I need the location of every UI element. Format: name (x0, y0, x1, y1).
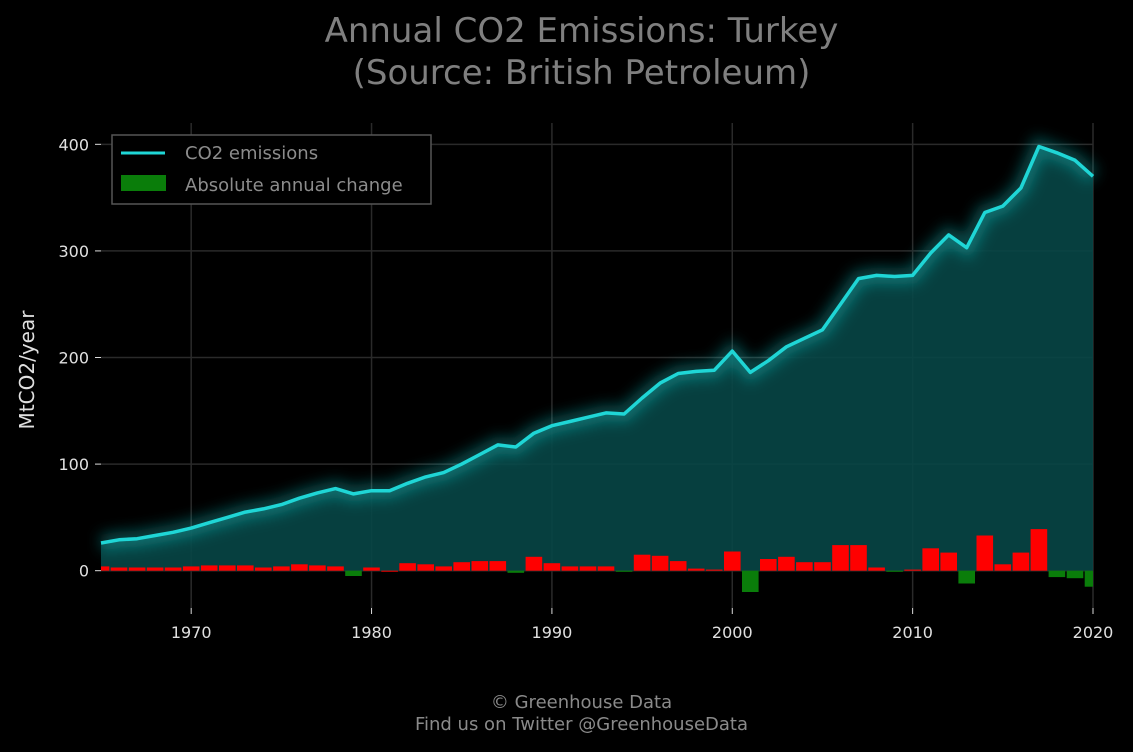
emissions-area-layer (101, 146, 1093, 571)
annual-change-bar (832, 545, 849, 571)
emissions-area (101, 146, 1093, 571)
annual-change-bar (651, 555, 669, 571)
annual-change-bar (219, 565, 236, 571)
annual-change-bar (994, 564, 1012, 571)
annual-change-bar (1048, 570, 1066, 578)
x-tick-label: 2000 (712, 623, 753, 642)
axis-ticks: 1970 1980 1990 2000 2010 2020 0 100 200 300 400 (58, 135, 1113, 642)
annual-change-bar (255, 567, 272, 571)
annual-change-bar (146, 567, 164, 571)
annual-change-bar (291, 564, 308, 571)
annual-change-bar (940, 552, 957, 571)
annual-change-bar (922, 548, 939, 571)
x-tick-label: 1980 (351, 623, 392, 642)
annual-change-bar (976, 535, 994, 571)
annual-change-bar (399, 563, 416, 571)
y-tick-label: 100 (58, 455, 89, 474)
annual-change-bar (597, 566, 615, 571)
annual-change-bar (164, 567, 182, 571)
annual-change-bars (101, 529, 1093, 592)
legend-label-change: Absolute annual change (185, 175, 403, 196)
annual-change-bar (200, 565, 218, 571)
annual-change-bar (958, 570, 975, 584)
annual-change-bar (273, 566, 290, 571)
annual-change-bar (417, 564, 434, 571)
chart-title-line1: Annual CO2 Emissions: Turkey (324, 11, 839, 51)
y-axis-label: MtCO2/year (15, 310, 39, 430)
y-tick-label: 300 (58, 242, 89, 261)
annual-change-bar (525, 556, 543, 571)
annual-change-bar (778, 556, 795, 571)
footer: © Greenhouse Data Find us on Twitter @Gr… (0, 692, 1133, 736)
annual-change-bar (724, 551, 741, 571)
annual-change-bar (850, 545, 867, 571)
annual-change-bar (507, 570, 525, 573)
y-tick-label: 200 (58, 349, 89, 368)
annual-change-bar (1066, 570, 1084, 579)
annual-change-bar (471, 561, 489, 571)
annual-change-bar (742, 570, 759, 592)
y-tick-label: 0 (79, 562, 89, 581)
annual-change-bar (101, 566, 110, 571)
annual-change-bar (363, 567, 380, 571)
annual-change-bar (1084, 570, 1093, 587)
chart-title: Annual CO2 Emissions: Turkey (Source: Br… (0, 10, 1133, 94)
annual-change-bar (633, 554, 651, 571)
legend-bar-swatch (121, 175, 166, 191)
footer-credit: © Greenhouse Data (490, 692, 673, 713)
annual-change-bar (796, 562, 813, 571)
annual-change-bar (489, 561, 507, 571)
annual-change-bar (669, 561, 687, 571)
emissions-line (100, 144, 1095, 545)
annual-change-bar (128, 567, 146, 571)
annual-change-bar (327, 566, 344, 571)
annual-change-bar (453, 562, 470, 571)
y-tick-label: 400 (58, 135, 89, 154)
annual-change-bar (309, 565, 326, 571)
annual-change-bar (868, 567, 885, 571)
annual-change-bar (381, 570, 398, 572)
annual-change-bar (435, 566, 452, 571)
x-tick-label: 2020 (1073, 623, 1114, 642)
annual-change-bar (1030, 529, 1048, 571)
chart-title-line2: (Source: British Petroleum) (352, 53, 811, 93)
annual-change-bar (182, 566, 200, 571)
legend-label-emissions: CO2 emissions (185, 143, 318, 164)
x-tick-label: 2010 (892, 623, 933, 642)
annual-change-bar (110, 567, 128, 571)
annual-change-bar (543, 563, 561, 571)
annual-change-bar (579, 566, 597, 571)
annual-change-bar (886, 570, 903, 572)
footer-twitter: Find us on Twitter @GreenhouseData (414, 714, 749, 735)
annual-change-bar (904, 569, 921, 571)
x-tick-label: 1990 (532, 623, 573, 642)
annual-change-bar (345, 570, 362, 576)
annual-change-bar (615, 570, 633, 572)
annual-change-bar (561, 566, 579, 571)
legend-box (111, 134, 432, 205)
annual-change-bar (760, 559, 777, 571)
x-tick-label: 1970 (171, 623, 212, 642)
annual-change-bar (237, 565, 254, 571)
emissions-line-layer (99, 136, 1099, 551)
annual-change-bar (705, 569, 723, 571)
annual-change-bar (687, 568, 705, 571)
annual-change-bar (1012, 552, 1030, 571)
annual-change-bar (814, 562, 831, 571)
legend: CO2 emissions Absolute annual change (111, 134, 432, 205)
